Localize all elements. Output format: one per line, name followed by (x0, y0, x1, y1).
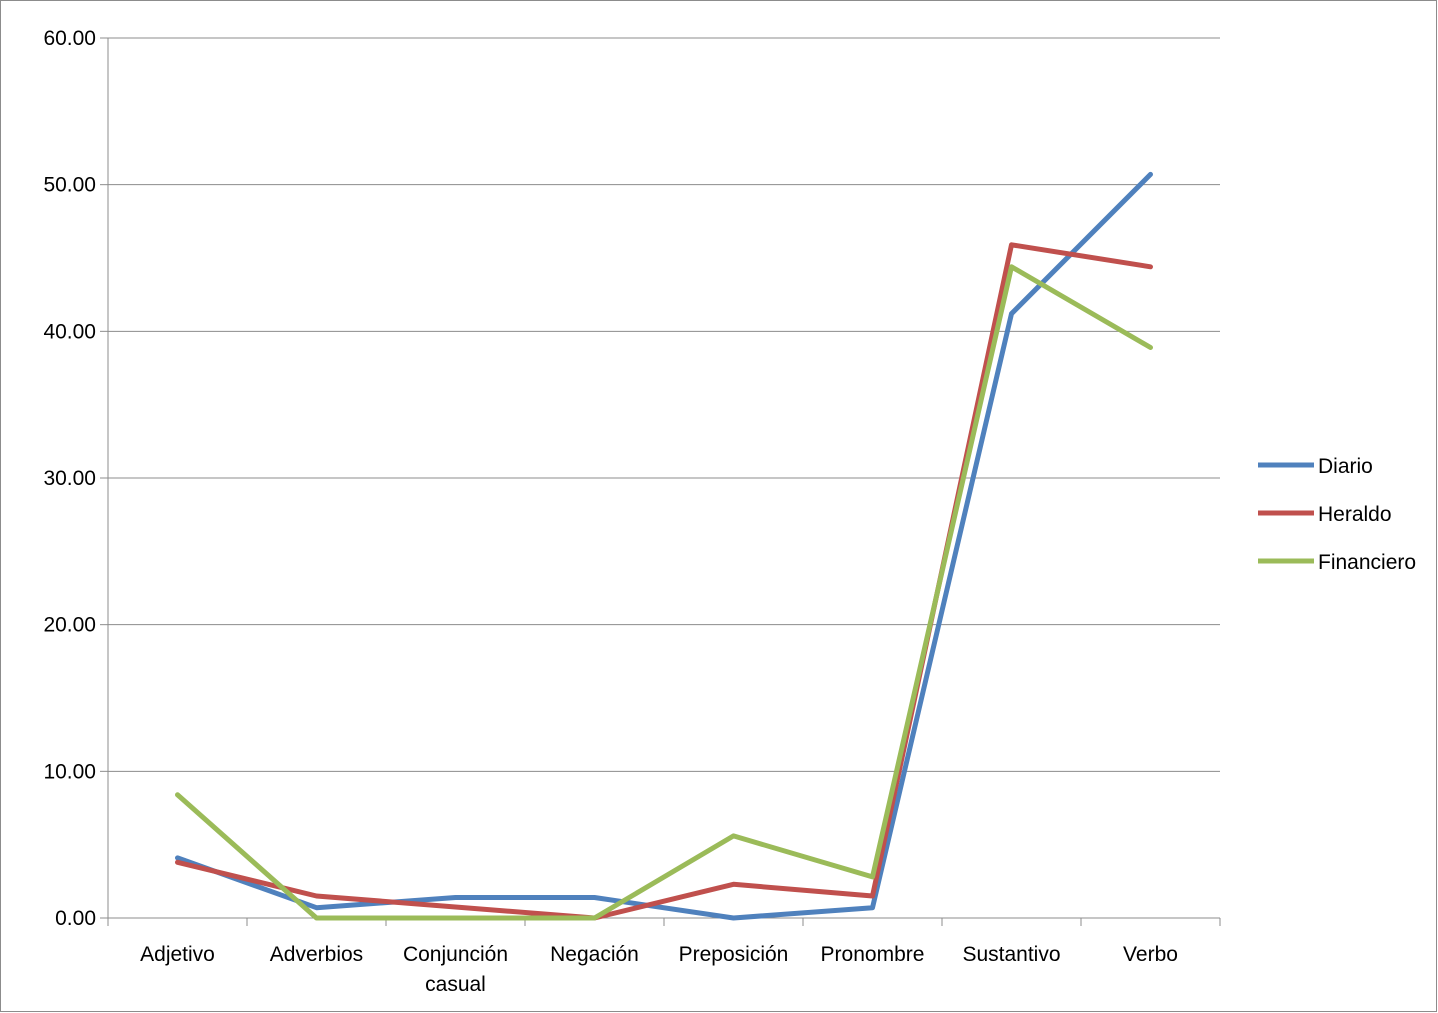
legend-item-heraldo: Heraldo (1258, 503, 1392, 526)
y-tick-label: 50.00 (43, 174, 96, 197)
y-tick-label: 30.00 (43, 467, 96, 490)
y-tick-label: 20.00 (43, 614, 96, 637)
legend: Diario Heraldo Financiero (1258, 455, 1416, 574)
legend-item-diario: Diario (1258, 455, 1373, 478)
legend-item-financiero: Financiero (1258, 551, 1416, 574)
x-tick-label: Adverbios (270, 943, 363, 966)
x-tick-label: Sustantivo (962, 943, 1060, 966)
legend-label: Diario (1318, 455, 1373, 478)
series-line-heraldo (175, 242, 1153, 921)
legend-label: Heraldo (1318, 503, 1392, 526)
y-tick-label: 60.00 (43, 27, 96, 50)
x-tick-label: Negación (550, 943, 639, 966)
y-tick-label: 40.00 (43, 320, 96, 343)
x-tick-label: Adjetivo (140, 943, 215, 966)
gridlines (108, 37, 1220, 772)
legend-label: Financiero (1318, 551, 1416, 574)
series-line-financiero (175, 264, 1153, 921)
x-tick-label: Preposición (679, 943, 789, 966)
x-tick-label: Conjunción casual (403, 943, 508, 996)
series-line-diario (175, 171, 1153, 921)
y-tick-label: 0.00 (55, 907, 96, 930)
series-lines (175, 171, 1153, 921)
x-tick-label: Verbo (1123, 943, 1178, 966)
y-tick-label: 10.00 (43, 760, 96, 783)
x-tick-label: Pronombre (821, 943, 925, 966)
axes: 0.00 10.00 20.00 30.00 40.00 50.00 60.00 Adjeti… (43, 27, 1221, 996)
